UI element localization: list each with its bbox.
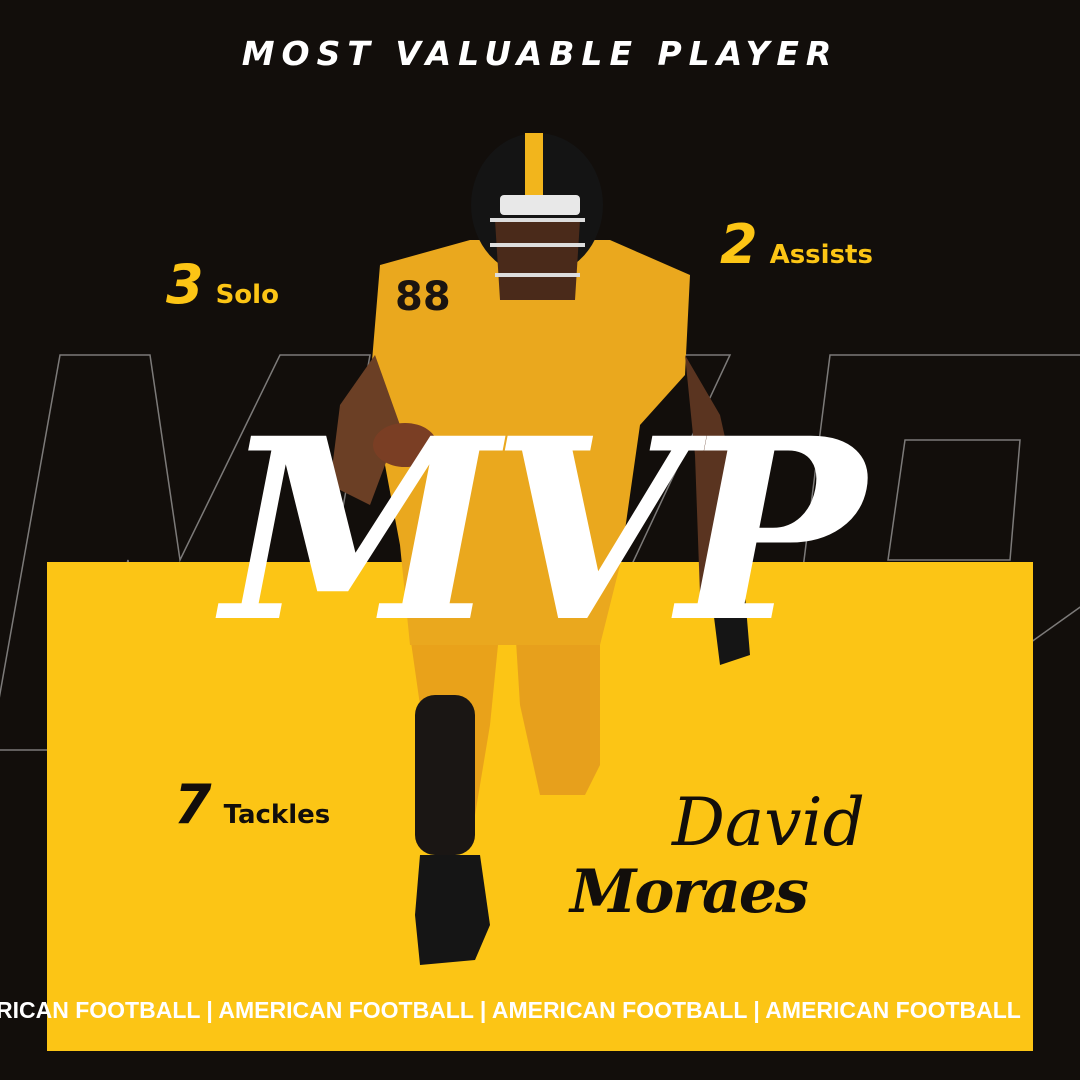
player-last-name: Moraes — [570, 857, 809, 927]
stat-value: 7 — [174, 773, 212, 836]
page-title: MOST VALUABLE PLAYER — [241, 34, 839, 73]
stat-value: 2 — [720, 213, 758, 276]
stat-label: Assists — [769, 240, 873, 270]
stat-assists: 2 Assists — [720, 215, 873, 275]
stat-solo: 3 Solo — [166, 255, 279, 315]
ticker-banner: RICAN FOOTBALL | AMERICAN FOOTBALL | AME… — [0, 997, 1021, 1023]
player-first-name: David — [672, 784, 865, 861]
mvp-headline: MVP — [222, 383, 866, 677]
stat-label: Solo — [215, 280, 279, 310]
stat-tackles: 7 Tackles — [174, 775, 330, 835]
stat-value: 3 — [166, 253, 204, 316]
jersey-number: 88 — [395, 274, 451, 320]
stat-label: Tackles — [223, 800, 331, 830]
football-player-image: 88 — [330, 133, 750, 965]
